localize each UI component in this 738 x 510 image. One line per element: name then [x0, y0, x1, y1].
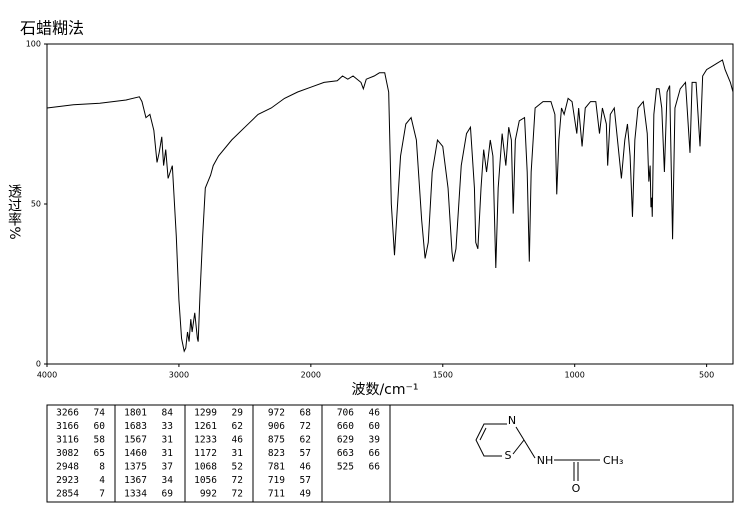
- peak-wavenumber: 1460: [124, 448, 147, 459]
- peak-wavenumber: 992: [200, 489, 217, 500]
- peak-transmittance: 57: [300, 448, 311, 459]
- peak-wavenumber: 1801: [124, 408, 147, 419]
- peak-wavenumber: 1056: [194, 475, 217, 486]
- peak-wavenumber: 719: [268, 475, 285, 486]
- x-tick-label: 1000: [565, 371, 585, 380]
- peak-wavenumber: 1068: [194, 462, 217, 473]
- peak-transmittance: 46: [369, 408, 381, 419]
- peak-transmittance: 57: [300, 475, 311, 486]
- peak-wavenumber: 629: [337, 435, 354, 446]
- peak-transmittance: 33: [162, 421, 173, 432]
- peak-wavenumber: 3116: [56, 435, 79, 446]
- peak-transmittance: 66: [369, 462, 381, 473]
- peak-wavenumber: 660: [337, 421, 354, 432]
- peak-wavenumber: 1375: [124, 462, 147, 473]
- peak-wavenumber: 781: [268, 462, 285, 473]
- peak-wavenumber: 972: [268, 408, 285, 419]
- atom-label: CH₃: [603, 454, 623, 467]
- peak-wavenumber: 3266: [56, 408, 79, 419]
- peak-transmittance: 58: [94, 435, 106, 446]
- peak-transmittance: 46: [300, 462, 312, 473]
- peak-wavenumber: 2948: [56, 462, 79, 473]
- peak-transmittance: 37: [162, 462, 173, 473]
- peak-transmittance: 60: [369, 421, 381, 432]
- table-separators: [114, 405, 391, 502]
- peak-transmittance: 72: [232, 475, 243, 486]
- peak-wavenumber: 525: [337, 462, 354, 473]
- peak-transmittance: 31: [162, 435, 174, 446]
- peak-wavenumber: 1233: [194, 435, 217, 446]
- peak-wavenumber: 663: [337, 448, 354, 459]
- peak-transmittance: 72: [232, 489, 243, 500]
- peak-transmittance: 31: [162, 448, 174, 459]
- atom-label: O: [572, 482, 581, 495]
- peak-transmittance: 46: [232, 435, 244, 446]
- peak-wavenumber: 1299: [194, 408, 217, 419]
- plot-frame: [46, 43, 734, 365]
- y-axis-label: 透过率%: [6, 184, 22, 239]
- x-axis-label: 波数/cm⁻¹: [351, 382, 418, 398]
- atom-label: N: [508, 414, 516, 427]
- chart-title: 石蜡糊法: [20, 19, 84, 38]
- peak-transmittance: 72: [300, 421, 311, 432]
- peak-wavenumber: 2923: [56, 475, 79, 486]
- peak-transmittance: 65: [94, 448, 105, 459]
- peak-transmittance: 62: [232, 421, 243, 432]
- peak-wavenumber: 711: [268, 489, 285, 500]
- peak-wavenumber: 823: [268, 448, 285, 459]
- peak-wavenumber: 1261: [194, 421, 217, 432]
- x-tick-label: 3000: [169, 371, 189, 380]
- peak-transmittance: 68: [300, 408, 312, 419]
- atom-label: S: [505, 449, 512, 462]
- peak-transmittance: 7: [99, 489, 105, 500]
- spectrum-line: [46, 59, 734, 353]
- peak-transmittance: 29: [232, 408, 244, 419]
- peak-transmittance: 62: [300, 435, 311, 446]
- y-tick-label: 50: [31, 200, 41, 209]
- peak-wavenumber: 3166: [56, 421, 79, 432]
- atom-label: NH: [537, 454, 554, 467]
- peak-wavenumber: 1683: [124, 421, 147, 432]
- peak-wavenumber: 906: [268, 421, 285, 432]
- y-tick-label: 0: [36, 360, 41, 369]
- peak-wavenumber: 1567: [124, 435, 147, 446]
- peak-transmittance: 39: [369, 435, 381, 446]
- peak-transmittance: 34: [162, 475, 174, 486]
- peak-transmittance: 8: [99, 462, 105, 473]
- x-tick-label: 1500: [433, 371, 453, 380]
- x-tick-label: 2000: [301, 371, 321, 380]
- peak-transmittance: 84: [162, 408, 174, 419]
- structure-bonds: [475, 423, 600, 481]
- peak-transmittance: 52: [232, 462, 243, 473]
- peak-transmittance: 4: [99, 475, 105, 486]
- peak-wavenumber: 1367: [124, 475, 147, 486]
- peak-wavenumber: 1172: [194, 448, 217, 459]
- x-tick-label: 500: [699, 371, 714, 380]
- peak-transmittance: 31: [232, 448, 244, 459]
- peak-wavenumber: 1334: [124, 489, 147, 500]
- peak-transmittance: 60: [94, 421, 106, 432]
- y-tick-label: 100: [26, 40, 41, 49]
- peak-transmittance: 66: [369, 448, 381, 459]
- peak-wavenumber: 2854: [56, 489, 79, 500]
- peak-wavenumber: 875: [268, 435, 285, 446]
- peak-wavenumber: 706: [337, 408, 354, 419]
- peak-transmittance: 69: [162, 489, 174, 500]
- peak-transmittance: 74: [94, 408, 106, 419]
- peak-wavenumber: 3082: [56, 448, 79, 459]
- peak-transmittance: 49: [300, 489, 312, 500]
- x-tick-label: 4000: [37, 371, 57, 380]
